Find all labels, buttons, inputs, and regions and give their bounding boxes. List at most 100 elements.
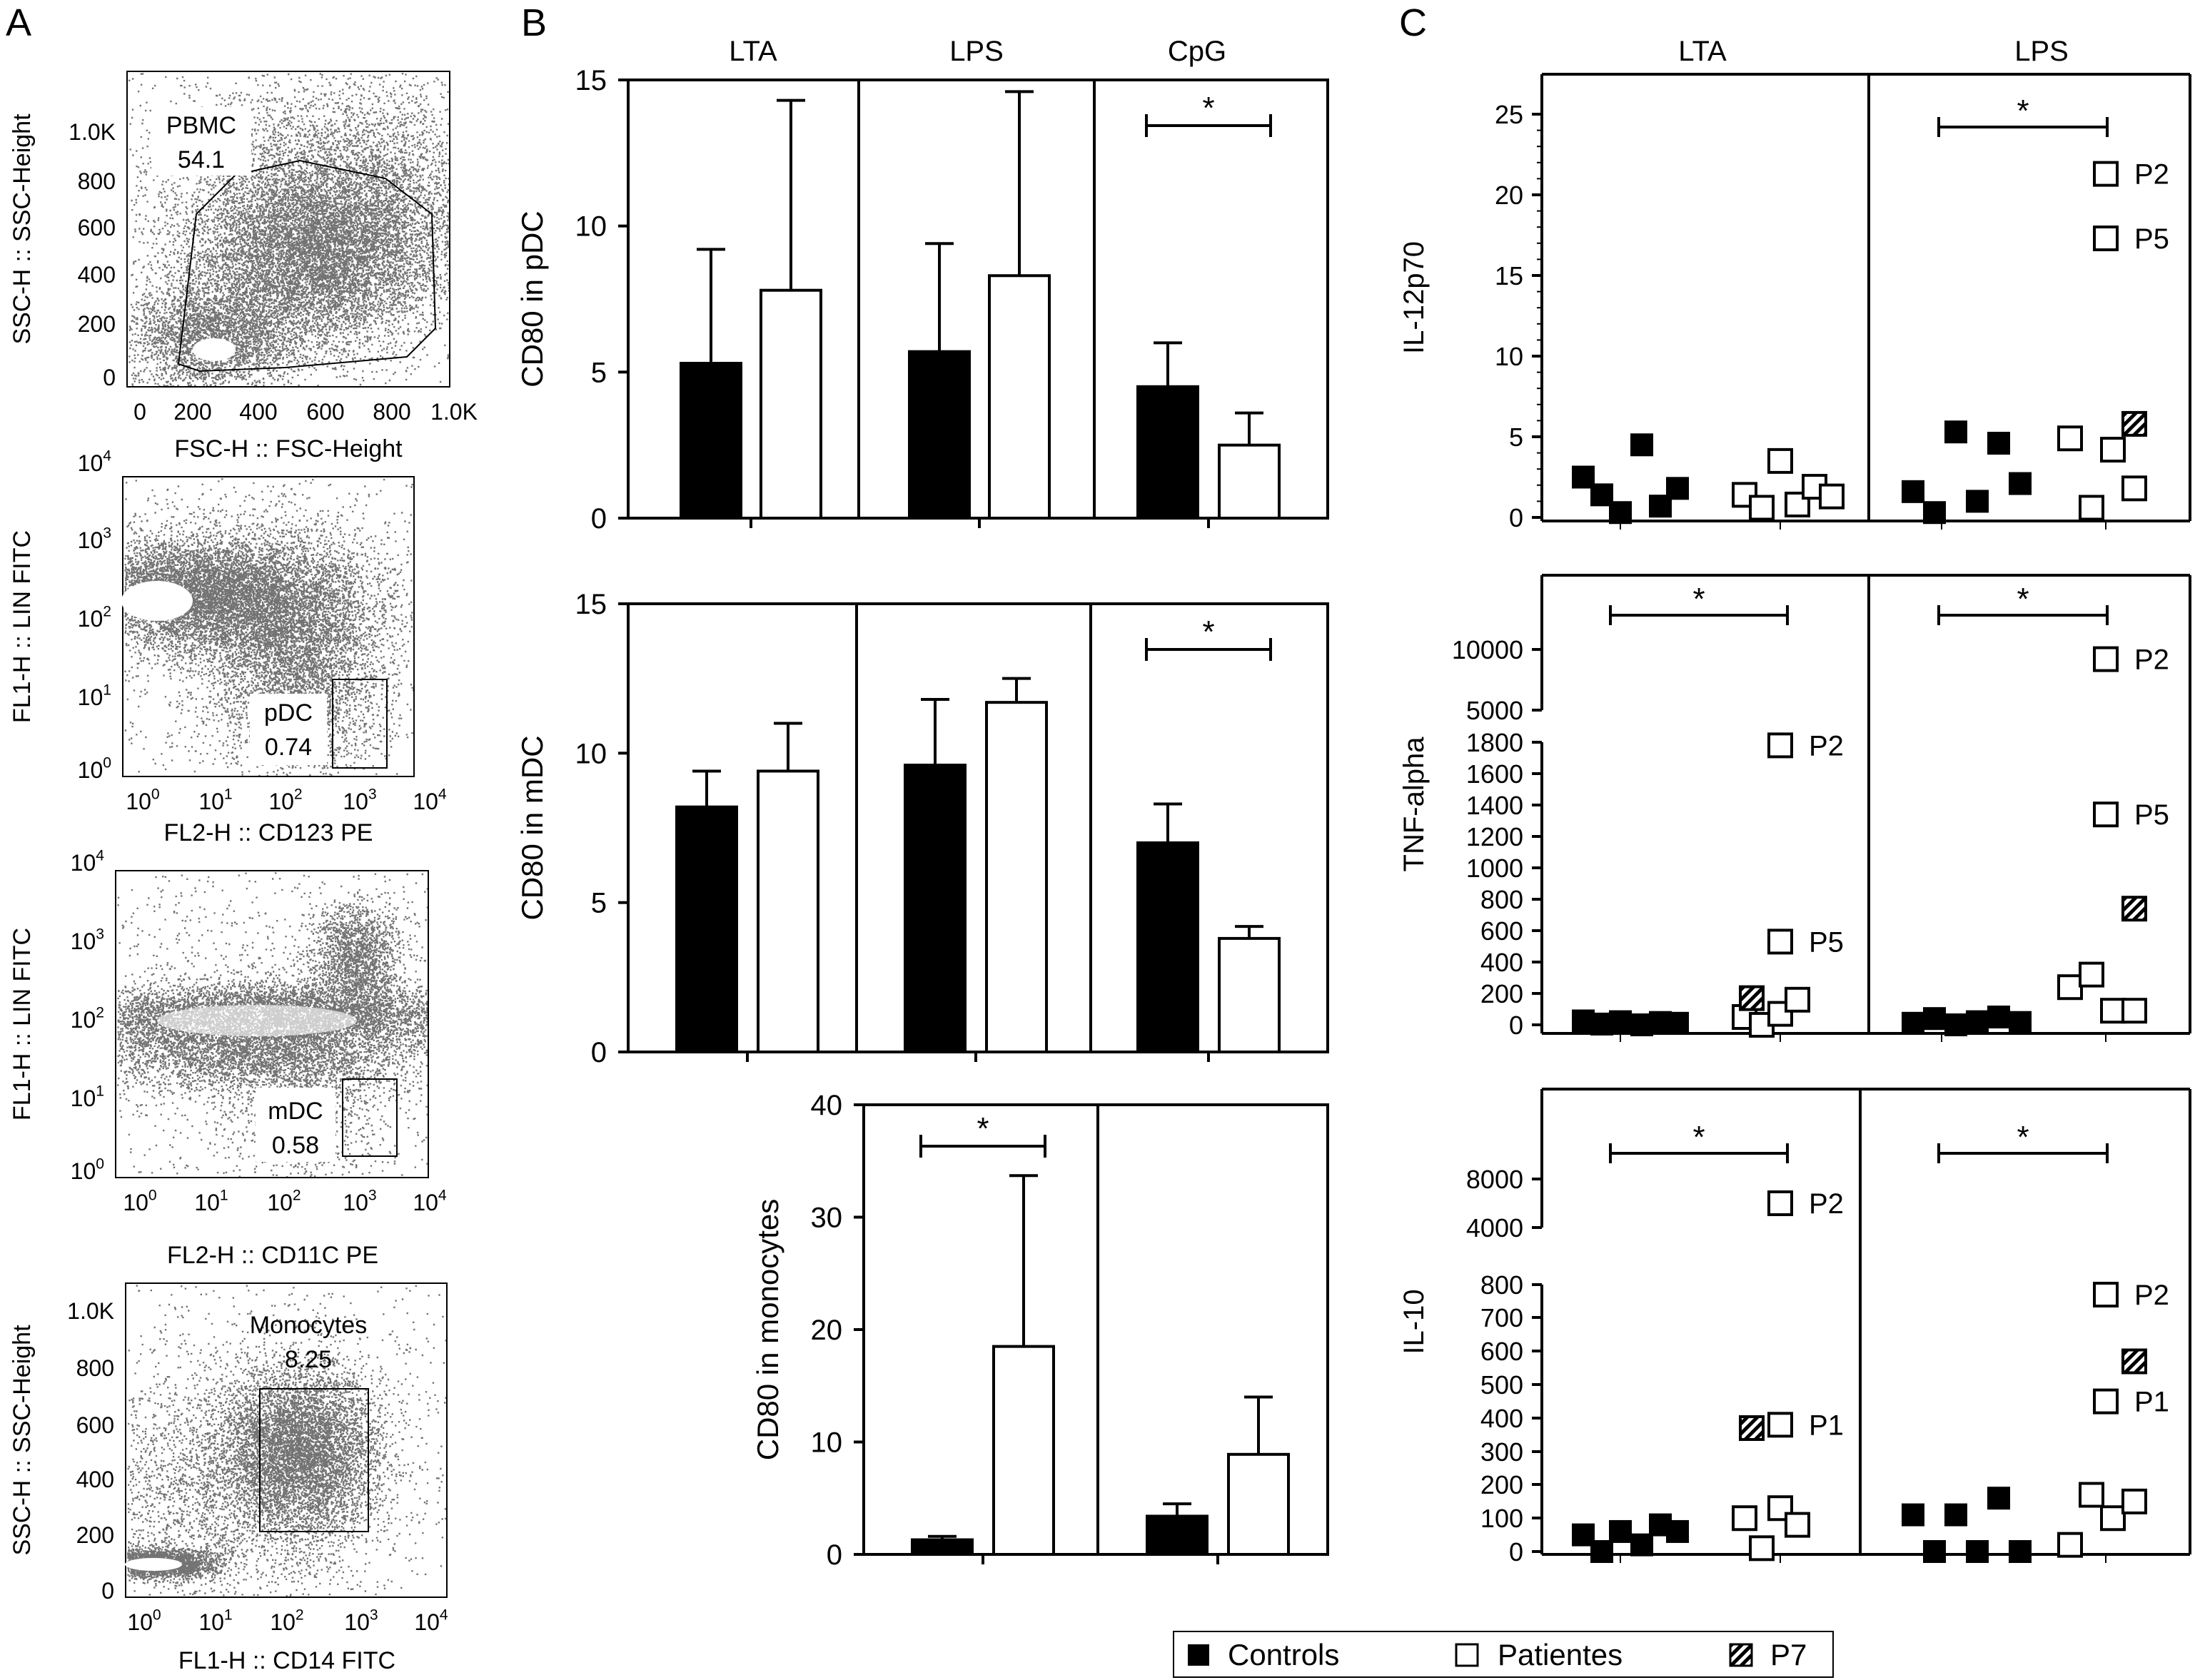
point-control: [1966, 1540, 1989, 1563]
y-tick-label: 20: [811, 1315, 843, 1346]
y-tick-label: 0: [101, 1578, 114, 1604]
mdc-ylabel: FL1-H :: LIN FITC: [9, 928, 36, 1120]
y-tick-label: 5: [591, 357, 607, 388]
point-patient: [1749, 495, 1775, 521]
point-label: P5: [2134, 223, 2169, 255]
point-p7: [2121, 896, 2147, 922]
point-control: [1609, 501, 1632, 525]
x-tick-label: 101: [194, 1188, 228, 1215]
point-control: [1987, 432, 2010, 455]
x-tick-label: 103: [343, 786, 376, 814]
y-tick-label: 104: [71, 848, 105, 876]
panel-c-group-lta: LTA: [1678, 36, 1727, 67]
point-control: [1902, 480, 1924, 503]
pdc-ticks: 100 101 102 103 104 100 101 102 103 104: [78, 448, 447, 814]
cd80-monocytes-chart: 0 10 20 30 40 CD80 in monocytes *: [751, 1090, 1329, 1571]
bar-controls: [1146, 1514, 1209, 1556]
y-tick-label: 800: [1480, 1270, 1523, 1300]
pdc-gate-name: pDC: [264, 699, 313, 727]
legend-p7-label: P7: [1770, 1638, 1807, 1671]
point-patient: [1732, 1505, 1757, 1532]
point-patient: [2093, 801, 2119, 828]
y-tick-label: 200: [1480, 979, 1523, 1008]
point-control: [1966, 1010, 1989, 1033]
point-patient: [1767, 732, 1793, 759]
cd80-mdc-chart: 0 5 10 15 CD80 in mDC *: [515, 589, 1329, 1068]
y-tick-label: 300: [1480, 1437, 1523, 1467]
bar-controls: [675, 805, 738, 1054]
panel-b-letter: B: [521, 1, 547, 44]
x-tick-label: 102: [268, 786, 302, 814]
bar-patients: [760, 288, 822, 520]
bar-patients: [1227, 1452, 1290, 1556]
y-tick-label: 500: [1480, 1370, 1523, 1400]
panel-b-group-lps: LPS: [949, 36, 1004, 67]
y-tick-label: 20: [1495, 181, 1523, 210]
y-tick-label: 15: [1495, 261, 1523, 290]
monocytes-gate-name: Monocytes: [250, 1312, 367, 1339]
point-patient: [2093, 1388, 2119, 1415]
point-patient: [1767, 1190, 1793, 1216]
x-tick-label: 102: [270, 1607, 303, 1635]
point-patient: [2079, 1482, 2104, 1508]
point-patient: [2093, 1282, 2119, 1308]
point-p7: [2121, 1348, 2147, 1375]
point-control: [1590, 1540, 1613, 1563]
significance-star: *: [2017, 582, 2029, 617]
point-control: [1630, 433, 1653, 457]
mono-ticks: 100 101 102 103 104 0 200 400 600 800 1.0K: [67, 1298, 448, 1635]
point-control: [1666, 477, 1689, 500]
point-label: P5: [2134, 799, 2169, 831]
point-patient: [2079, 495, 2104, 521]
pbmc-xlabel: FSC-H :: FSC-Height: [174, 435, 403, 462]
point-patient: [2093, 646, 2119, 672]
bar-controls: [1136, 841, 1199, 1054]
y-axis-label: CD80 in mDC: [515, 735, 549, 920]
y-tick-label: 400: [78, 262, 116, 288]
significance-star: *: [1202, 614, 1214, 649]
y-tick-label: 4000: [1466, 1213, 1523, 1243]
y-tick-label: 0: [1509, 1537, 1523, 1567]
y-tick-label: 600: [1480, 1337, 1523, 1366]
panel-a-letter: A: [6, 1, 31, 44]
y-tick-label: 1.0K: [67, 1298, 114, 1324]
pbmc-gate: [177, 159, 437, 373]
pbmc-gate-name: PBMC: [166, 112, 236, 139]
x-tick-label: 101: [198, 786, 232, 814]
point-patient: [1767, 1495, 1793, 1522]
significance-star: *: [1692, 582, 1705, 617]
y-tick-label: 800: [1480, 885, 1523, 914]
point-patient: [1767, 928, 1793, 955]
x-tick-label: 600: [306, 399, 344, 425]
y-tick-label: 1.0K: [69, 119, 116, 145]
pbmc-gate-label-bg: [151, 107, 251, 176]
point-patient: [2121, 998, 2147, 1024]
y-tick-label: 800: [78, 168, 116, 194]
y-tick-label: 103: [71, 926, 104, 954]
y-tick-label: 200: [78, 311, 116, 337]
mdc-gate: [342, 1078, 398, 1157]
flow-plot-mdc-events: [117, 872, 429, 1178]
mdc-gate-label-bg: [256, 1088, 335, 1162]
point-control: [1630, 1533, 1653, 1557]
x-tick-label: 103: [343, 1188, 376, 1215]
mdc-gate-value: 0.58: [272, 1132, 319, 1159]
y-tick-label: 102: [71, 1005, 104, 1033]
y-tick-label: 10: [575, 738, 607, 769]
point-patient: [1767, 1412, 1793, 1438]
cluster-hole: [121, 581, 193, 621]
x-tick-label: 102: [267, 1188, 301, 1215]
significance-star: *: [1692, 1120, 1705, 1155]
event-dots: [124, 478, 415, 777]
y-tick-label: 100: [78, 755, 111, 783]
cluster-hole: [125, 1558, 182, 1571]
y-axis-label: CD80 in monocytes: [751, 1199, 784, 1461]
y-tick-label: 1600: [1466, 759, 1523, 789]
point-label: P2: [1809, 730, 1844, 761]
x-tick-label: 100: [127, 1607, 161, 1635]
y-axis-label: IL-10: [1398, 1289, 1430, 1354]
point-patient: [2057, 425, 2083, 452]
point-control: [1944, 1013, 1967, 1036]
